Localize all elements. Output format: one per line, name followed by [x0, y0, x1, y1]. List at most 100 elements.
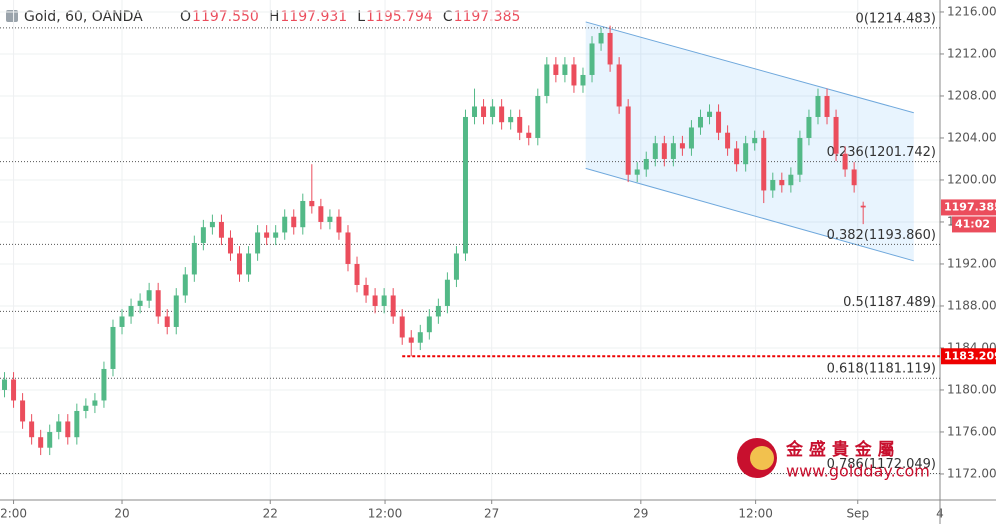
watermark: 金 盛 貴 金 屬 www.goldday.com — [737, 438, 930, 481]
candle-body — [607, 32, 613, 65]
channel-lower — [585, 167, 914, 262]
candle-body — [246, 253, 252, 275]
candle-body — [553, 64, 559, 75]
candle-body — [435, 305, 441, 317]
y-tick-label: 1216.000 — [947, 4, 996, 18]
candle-body — [453, 253, 459, 280]
fib-label: 0.618(1181.119) — [827, 362, 936, 377]
last-price-tag — [941, 199, 996, 216]
candle-body — [716, 111, 722, 133]
candle-body — [417, 332, 423, 343]
candle-body — [327, 216, 333, 222]
symbol-icon — [6, 10, 18, 22]
y-tick-label: 1200.000 — [947, 172, 996, 186]
candle-body — [481, 106, 487, 117]
y-tick-label: 1208.000 — [947, 88, 996, 102]
candle-body — [155, 290, 161, 317]
candle-body — [752, 137, 758, 144]
candle-body — [571, 64, 577, 86]
x-tick-label: 12:00 — [368, 507, 403, 521]
candle-body — [309, 200, 315, 207]
candle-body — [535, 95, 541, 138]
candle-body — [707, 111, 713, 117]
candle-body — [354, 263, 360, 285]
candle-body — [770, 179, 776, 191]
candle-body — [616, 64, 622, 107]
candle-body — [490, 106, 496, 117]
candle-body — [499, 106, 505, 123]
y-tick-label: 1204.000 — [947, 130, 996, 144]
candle-body — [209, 221, 215, 228]
x-tick-label: 12:00 — [738, 507, 773, 521]
brand-name: 金 盛 貴 金 屬 — [785, 439, 895, 460]
y-tick-label: 1192.000 — [947, 256, 996, 270]
candle-body — [29, 421, 35, 438]
candle-body — [65, 421, 71, 438]
fib-label: 0(1214.483) — [856, 11, 936, 26]
candle-body — [408, 337, 414, 343]
support-tag-label: 1183.209 — [944, 349, 996, 362]
fib-label: 0.382(1193.860) — [827, 228, 936, 243]
ohlc-value: 1197.385 — [454, 9, 521, 25]
candle-body — [237, 253, 243, 275]
fib-label: 0.236(1201.742) — [827, 145, 936, 160]
candle-body — [291, 216, 297, 228]
candle-body — [725, 132, 731, 149]
candle-body — [472, 106, 478, 117]
candle-body — [318, 206, 324, 222]
ohlc-value: 1195.794 — [366, 9, 433, 25]
candle-body — [372, 295, 378, 306]
ohlc-key: C — [443, 9, 453, 25]
candle-body — [146, 290, 152, 301]
last-price-label: 1197.385 — [944, 200, 996, 213]
candle-body — [797, 137, 803, 175]
fib-label: 0.786(1172.049) — [827, 457, 936, 472]
candle-body — [661, 143, 667, 159]
candle-body — [47, 431, 53, 448]
candle-body — [670, 143, 676, 159]
candle-body — [544, 64, 550, 96]
candle-body — [697, 116, 703, 128]
candle-body — [74, 410, 80, 438]
ohlc-key: H — [269, 9, 280, 25]
candle-body — [526, 132, 532, 138]
candle-body — [806, 116, 812, 138]
candle-body — [779, 179, 785, 186]
candle-body — [679, 143, 685, 149]
candle-body — [788, 174, 794, 186]
candle-body — [137, 300, 143, 306]
candle-body — [227, 237, 233, 254]
candle-body — [652, 143, 658, 159]
candle-body — [860, 205, 866, 208]
candle-body — [20, 400, 26, 422]
candle-body — [508, 116, 514, 123]
candle-body — [2, 379, 8, 390]
candle-body — [643, 158, 649, 170]
candle-body — [92, 400, 98, 406]
candle-body — [345, 232, 351, 264]
candle-body — [688, 127, 694, 149]
candle-body — [191, 242, 197, 275]
candle-body — [625, 106, 631, 175]
brand-url: www.goldday.com — [786, 462, 930, 481]
candle-body — [101, 368, 107, 401]
x-tick-label: Sep — [846, 507, 869, 521]
candle-body — [734, 148, 740, 165]
candle-body — [399, 316, 405, 338]
candle-body — [444, 279, 450, 306]
y-tick-label: 1188.000 — [947, 298, 996, 312]
countdown-label: 41:02 — [955, 217, 990, 230]
candle-body — [255, 232, 261, 254]
countdown-tag — [952, 216, 996, 233]
candle-body — [83, 405, 89, 411]
candle-body — [300, 200, 306, 228]
y-tick-label: 1180.000 — [947, 382, 996, 396]
y-tick-label: 1172.000 — [947, 466, 996, 480]
candle-body — [173, 295, 179, 327]
y-tick-label: 1212.000 — [947, 46, 996, 60]
candle-body — [264, 232, 270, 238]
candle-body — [381, 295, 387, 306]
logo-inner — [750, 446, 774, 470]
candle-body — [589, 43, 595, 75]
candle-body — [128, 305, 134, 317]
